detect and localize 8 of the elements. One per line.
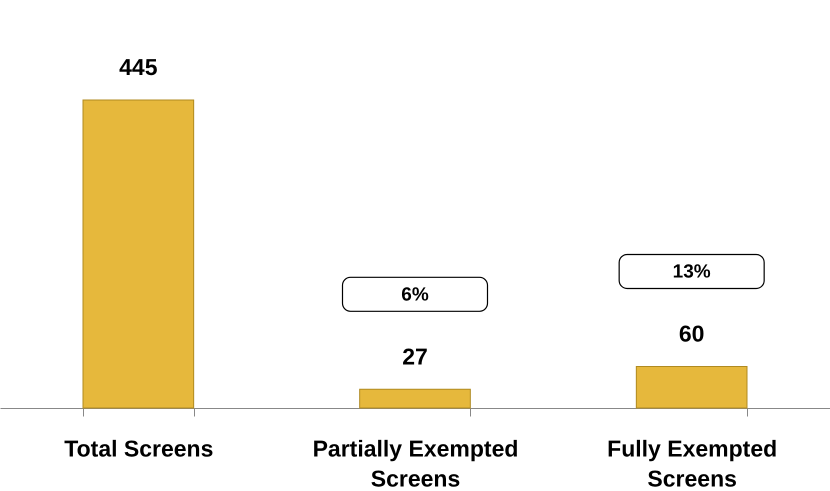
data-label: 445 [119,54,158,80]
x-tick-label: Partially Exempted Screens [312,436,518,491]
data-label: 27 [402,343,428,370]
annotation: 6% [401,284,429,306]
x-tick-label: Fully Exempted Screens [607,436,778,491]
data-label: 60 [678,320,704,346]
annotation: 13% [672,261,711,282]
x-tick-label: Total Screens [64,436,214,462]
